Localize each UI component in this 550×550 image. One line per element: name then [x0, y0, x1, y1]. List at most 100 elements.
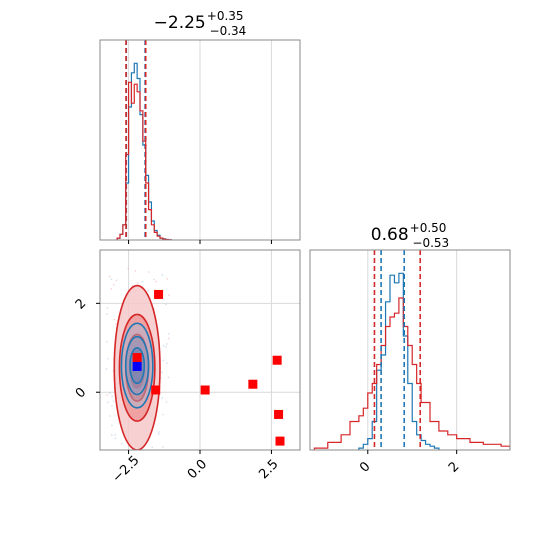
red-marker	[132, 353, 142, 363]
sample-point	[165, 303, 167, 306]
marginal-x-ticks	[128, 240, 272, 244]
title-upper-error: +0.50	[410, 221, 447, 235]
title-lower-error: −0.53	[412, 236, 449, 250]
sample-point	[121, 442, 123, 445]
sample-point	[108, 275, 111, 278]
sample-point	[111, 395, 113, 398]
sample-point	[121, 457, 123, 459]
sample-point	[161, 397, 164, 399]
sample-point	[167, 376, 170, 379]
red-marker	[151, 385, 161, 395]
sample-point	[133, 452, 135, 454]
marginal-x-panel: −2.25+0.35 −0.34	[99, 9, 301, 244]
sample-point	[166, 362, 168, 365]
sample-point	[127, 267, 130, 270]
sample-point	[110, 278, 113, 280]
sample-point	[168, 294, 170, 296]
sample-point	[109, 415, 111, 417]
sample-point	[112, 370, 115, 372]
marginal-x-title: −2.25+0.35 −0.34	[154, 9, 247, 38]
marginal-y-histograms	[313, 250, 510, 450]
sample-point	[147, 271, 150, 273]
sample-point	[157, 433, 160, 435]
sample-point	[105, 368, 108, 370]
red-marker	[200, 385, 210, 395]
x-tick-label: 0	[357, 459, 373, 475]
sample-point	[111, 405, 113, 407]
sample-point	[105, 341, 108, 343]
sample-point	[153, 278, 155, 281]
sample-point	[107, 401, 109, 404]
histogram-series	[116, 81, 173, 240]
joint-panel: −2.5 0.0 2.5 0 2	[73, 249, 301, 486]
sample-point	[162, 345, 165, 347]
sample-point	[107, 358, 110, 360]
sample-point	[166, 343, 168, 345]
marginal-x-histograms	[116, 40, 173, 240]
red-marker	[274, 409, 284, 419]
sample-point	[110, 288, 113, 290]
sample-point	[111, 463, 113, 465]
sample-point	[167, 337, 170, 340]
sample-point	[113, 283, 115, 286]
sample-point	[134, 270, 137, 272]
sample-point	[162, 446, 164, 448]
sample-point	[161, 273, 163, 276]
sample-point	[153, 454, 155, 456]
x-tick-label: 2.5	[256, 457, 281, 482]
y-tick-label: 2	[73, 296, 89, 312]
sample-point	[106, 313, 108, 315]
sample-point	[108, 392, 111, 394]
sample-point	[162, 413, 164, 416]
sample-point	[161, 371, 163, 374]
sample-point	[160, 377, 162, 380]
red-marker	[272, 355, 282, 365]
marginal-y-grid	[367, 250, 458, 450]
red-marker	[154, 289, 164, 299]
sample-point	[155, 280, 157, 283]
sample-point	[106, 307, 109, 309]
red-marker	[275, 436, 285, 446]
marginal-y-title: 0.68+0.50 −0.53	[371, 221, 449, 250]
joint-ticks: −2.5 0.0 2.5 0 2	[73, 296, 282, 486]
sample-point	[167, 333, 170, 335]
sample-point	[111, 454, 113, 456]
sample-point	[147, 289, 149, 292]
blue-marker	[132, 361, 142, 371]
joint-contours	[105, 267, 285, 465]
sample-point	[114, 437, 117, 440]
sample-point	[111, 434, 113, 436]
sample-point	[165, 401, 168, 403]
sample-point	[106, 394, 108, 396]
sample-point	[112, 400, 115, 403]
sample-point	[151, 446, 153, 449]
sample-point	[111, 424, 113, 427]
x-tick-label: 0.0	[185, 457, 210, 482]
y-tick-label: 0	[73, 385, 89, 401]
histogram-series	[358, 272, 440, 450]
sample-point	[113, 318, 116, 321]
title-upper-error: +0.35	[207, 9, 244, 23]
sample-point	[166, 278, 169, 280]
histogram-series	[313, 297, 510, 450]
sample-point	[141, 280, 144, 283]
sample-point	[137, 282, 139, 284]
sample-point	[136, 455, 138, 457]
red-marker	[248, 379, 258, 389]
sample-point	[131, 284, 134, 287]
marginal-y-frame	[309, 249, 511, 451]
sample-point	[165, 346, 167, 348]
x-tick-label: −2.5	[110, 453, 143, 486]
sample-point	[162, 359, 165, 362]
sample-point	[147, 452, 149, 454]
title-value: 0.68	[371, 225, 409, 245]
title-lower-error: −0.34	[210, 24, 247, 38]
sample-point	[115, 323, 117, 325]
x-tick-label: 2	[446, 459, 462, 475]
title-value: −2.25	[154, 13, 206, 33]
sample-point	[114, 434, 116, 436]
sample-point	[157, 431, 160, 433]
